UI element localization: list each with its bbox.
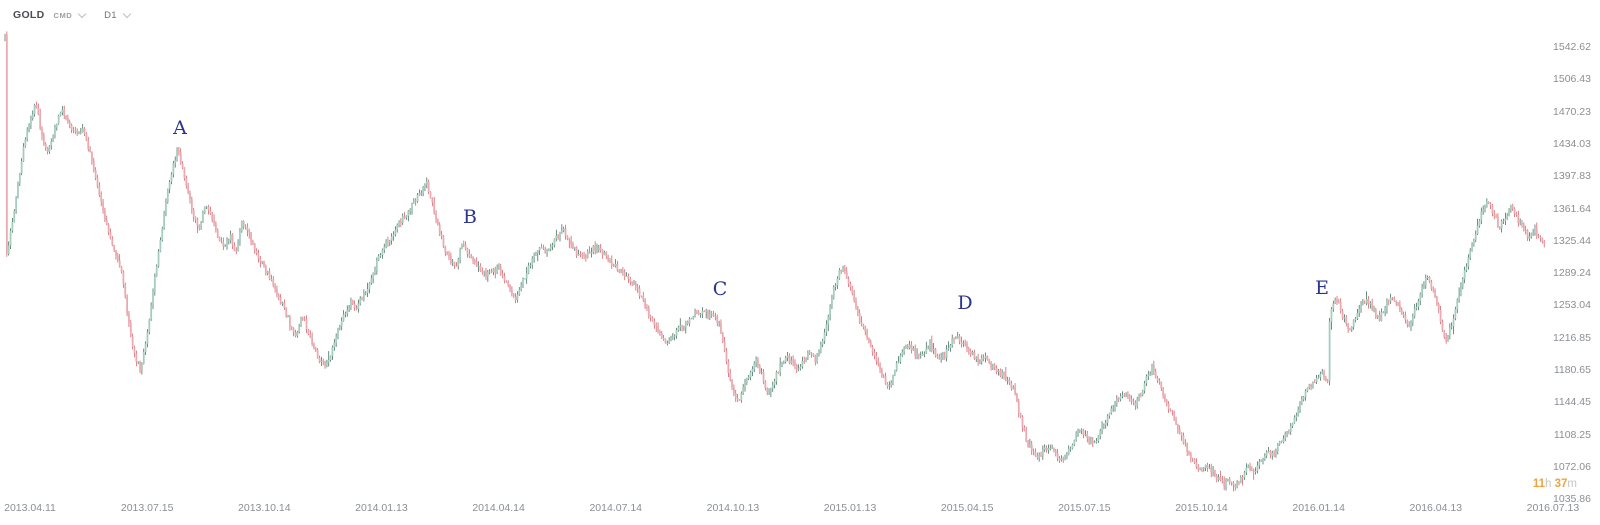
x-axis-label: 2014.04.14 bbox=[472, 502, 525, 514]
x-axis-label: 2014.10.13 bbox=[706, 502, 760, 514]
timeframe-dropdown[interactable]: D1 bbox=[104, 9, 117, 21]
timer-hours-unit: h bbox=[1545, 478, 1552, 490]
instrument-type-label[interactable]: CMD bbox=[53, 10, 73, 20]
marker-label-b: B bbox=[463, 206, 477, 228]
marker-label-a: A bbox=[173, 117, 187, 139]
timer-minutes-unit: m bbox=[1567, 478, 1577, 490]
chevron-down-icon[interactable] bbox=[122, 9, 132, 18]
x-axis-label: 2013.10.14 bbox=[238, 502, 291, 514]
y-axis-label: 1397.83 bbox=[1553, 170, 1591, 183]
x-axis-label: 2013.04.11 bbox=[4, 502, 56, 514]
y-axis-label: 1434.03 bbox=[1553, 137, 1591, 150]
x-axis-label: 2015.07.15 bbox=[1058, 502, 1111, 514]
y-axis-label: 1253.04 bbox=[1553, 299, 1591, 312]
x-axis-label: 2013.07.15 bbox=[120, 502, 174, 514]
x-axis-label: 2016.07.13 bbox=[1526, 502, 1580, 514]
x-axis-label: 2015.01.13 bbox=[823, 502, 877, 514]
marker-label-c: C bbox=[712, 278, 728, 300]
candle-countdown-timer: 11h 37m bbox=[1533, 478, 1577, 490]
y-axis-label: 1072.06 bbox=[1553, 460, 1591, 473]
y-axis-label: 1035.86 bbox=[1553, 493, 1591, 506]
timer-minutes: 37 bbox=[1554, 478, 1568, 490]
y-axis-label: 1325.44 bbox=[1553, 234, 1591, 247]
y-axis-label: 1361.64 bbox=[1553, 202, 1591, 215]
x-axis-label: 2015.04.15 bbox=[940, 502, 994, 514]
timer-hours: 11 bbox=[1532, 478, 1545, 490]
y-axis-label: 1542.62 bbox=[1553, 41, 1591, 53]
y-axis-label: 1470.23 bbox=[1553, 105, 1591, 118]
x-axis-label: 2015.10.14 bbox=[1175, 502, 1228, 514]
x-axis-label: 2016.04.13 bbox=[1409, 502, 1463, 514]
candle-layer bbox=[4, 31, 1546, 492]
y-axis-label: 1216.85 bbox=[1553, 331, 1591, 344]
symbol-label: GOLD bbox=[13, 9, 45, 21]
marker-label-e: E bbox=[1315, 277, 1329, 299]
y-axis-label: 1289.24 bbox=[1553, 267, 1591, 280]
chevron-down-icon[interactable] bbox=[77, 9, 87, 18]
y-axis-label: 1506.43 bbox=[1553, 73, 1591, 86]
y-axis-label: 1180.65 bbox=[1553, 364, 1591, 376]
x-axis-label: 2014.07.14 bbox=[589, 502, 643, 514]
y-axis-label: 1144.45 bbox=[1553, 396, 1591, 409]
marker-label-d: D bbox=[957, 292, 973, 314]
x-axis-label: 2014.01.13 bbox=[355, 502, 408, 514]
chart-header: GOLD CMD D1 bbox=[13, 9, 132, 21]
y-axis-label: 1108.25 bbox=[1553, 428, 1591, 441]
x-axis-label: 2016.01.14 bbox=[1292, 502, 1345, 514]
